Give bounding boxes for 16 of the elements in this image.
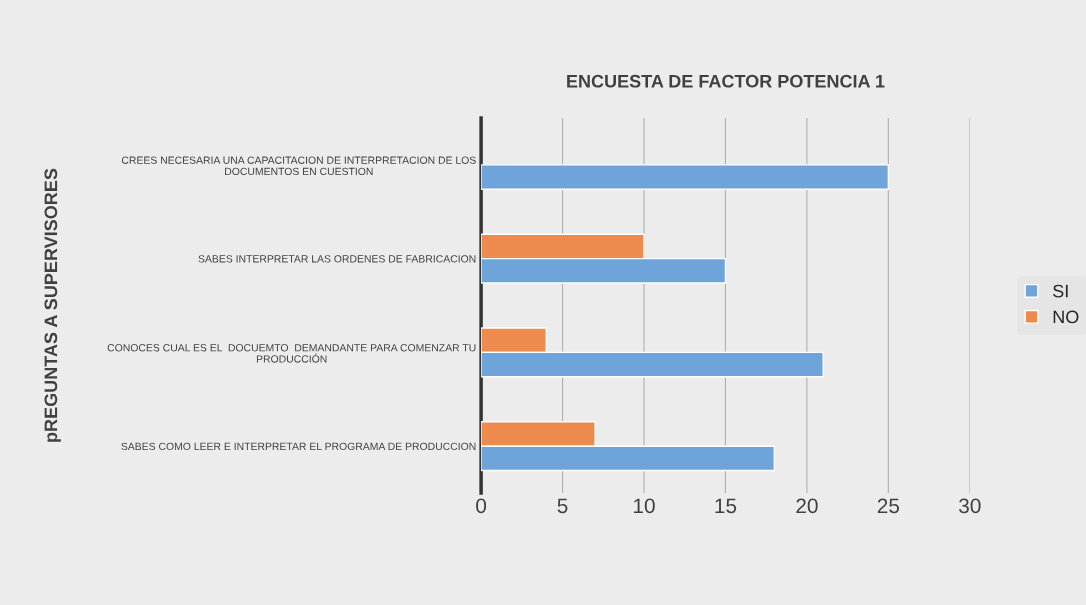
chart-title: ENCUESTA DE FACTOR POTENCIA 1	[567, 74, 885, 88]
y-tick-label: SABES COMO LEER E INTERPRETAR EL PROGRAMA DE PRODUCCION	[121, 442, 476, 451]
y-tick-label: SABES INTERPRETAR LAS ORDENES DE FABRICACION	[198, 255, 476, 263]
x-tick-label: 10	[634, 498, 655, 514]
x-tick-label: 15	[715, 498, 737, 514]
y-axis-title: pREGUNTAS A SUPERVISORES	[44, 168, 61, 442]
x-tick-label: 20	[796, 498, 818, 514]
y-tick-label: CONOCES CUAL ES EL DOCUEMTO DEMANDANTE PARA COMENZAR TU PRODUCCIÓN	[107, 344, 476, 363]
legend-label: SI	[1053, 284, 1068, 298]
bar	[481, 164, 890, 190]
x-tick-label: 0	[476, 498, 487, 514]
legend-label: NO	[1053, 310, 1079, 324]
x-tick-label: 25	[877, 498, 900, 514]
x-tick-label: 30	[959, 498, 981, 514]
x-tick-label: 5	[557, 498, 568, 514]
y-tick-label: CREES NECESARIA UNA CAPACITACION DE INTERPRETACION DE LOS DOCUMENTOS EN CUESTION	[121, 156, 476, 176]
